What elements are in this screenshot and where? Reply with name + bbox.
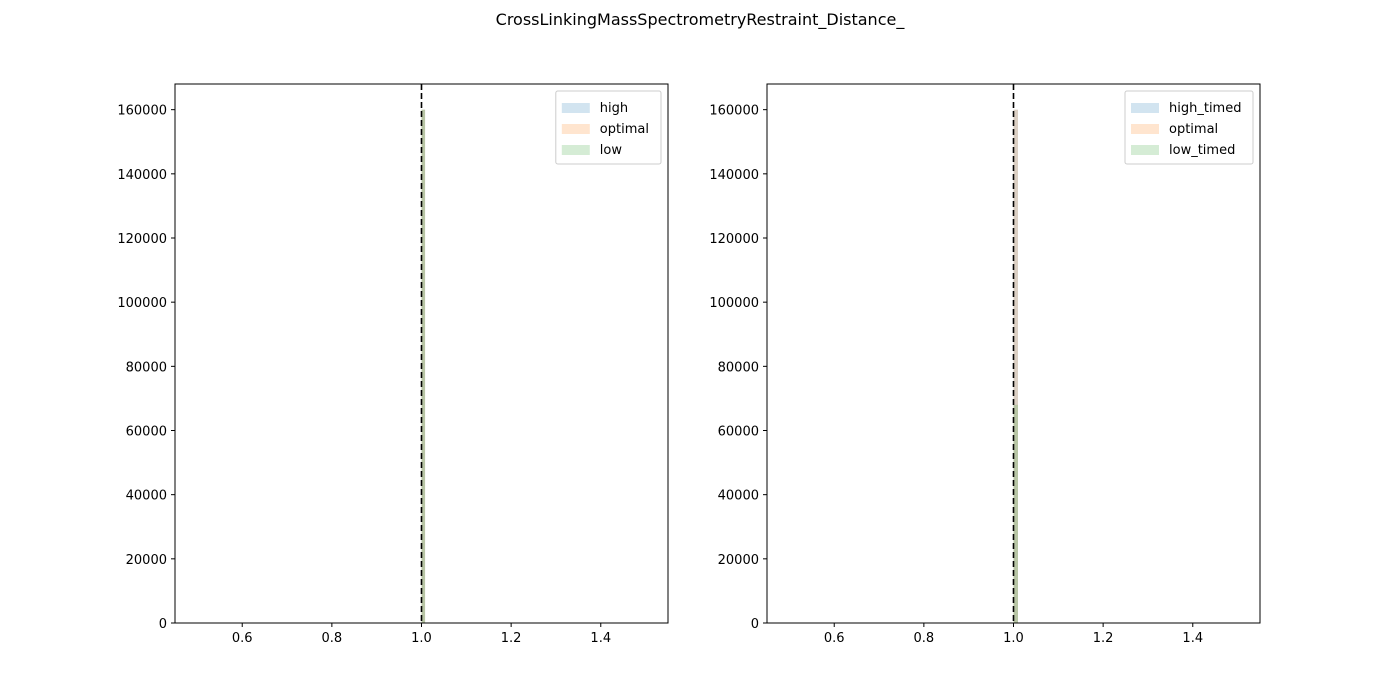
y-tick-label: 60000	[718, 425, 759, 440]
legend-box	[555, 90, 662, 165]
legend-label-optimal: optimal	[600, 122, 649, 137]
legend-label-optimal: optimal	[1169, 122, 1218, 137]
x-tick-label: 0.8	[322, 631, 343, 646]
legend-swatch-low_timed	[1131, 145, 1159, 155]
histogram-bar-low_timed	[1013, 404, 1018, 623]
x-tick-label: 0.8	[914, 631, 935, 646]
y-tick-label: 100000	[117, 296, 167, 311]
figure-title: CrossLinkingMassSpectrometryRestraint_Di…	[495, 10, 905, 29]
x-tick-label: 1.2	[1093, 631, 1114, 646]
y-tick-label: 100000	[709, 296, 759, 311]
x-tick-label: 1.4	[590, 631, 611, 646]
y-tick-label: 80000	[126, 360, 167, 375]
y-tick-label: 20000	[718, 553, 759, 568]
y-tick-label: 140000	[709, 168, 759, 183]
y-tick-label: 20000	[126, 553, 167, 568]
legend-swatch-high_timed	[1131, 103, 1159, 113]
y-tick-label: 40000	[718, 489, 759, 504]
x-tick-label: 1.2	[501, 631, 522, 646]
histogram-bar-high	[421, 109, 426, 623]
legend-swatch-low	[561, 145, 590, 155]
histogram-bar-low	[421, 109, 426, 623]
y-tick-label: 160000	[709, 104, 759, 119]
y-tick-label: 80000	[718, 360, 759, 375]
subplot-2: 0.6 0.8 1.0 1.2 1.4 0 20000 40000 60000 80000 1000…	[709, 83, 1261, 646]
legend-swatch-optimal	[1131, 124, 1159, 134]
x-tick-label: 0.6	[824, 631, 845, 646]
legend-label-high_timed: high_timed	[1169, 101, 1241, 116]
legend-box	[1124, 90, 1254, 165]
y-tick-label: 120000	[117, 232, 167, 247]
y-tick-label: 140000	[117, 168, 167, 183]
legend-label-low: low	[600, 143, 623, 158]
y-tick-label: 120000	[709, 232, 759, 247]
y-tick-label: 0	[159, 617, 167, 632]
legend-swatch-high	[561, 103, 590, 113]
x-tick-label: 1.0	[411, 631, 432, 646]
y-tick-label: 60000	[126, 425, 167, 440]
y-tick-label: 40000	[126, 489, 167, 504]
histogram-bar-high_timed	[1013, 109, 1018, 623]
x-tick-label: 0.6	[232, 631, 253, 646]
histogram-bar-optimal	[421, 109, 426, 623]
legend-swatch-optimal	[561, 124, 590, 134]
y-tick-label: 160000	[117, 104, 167, 119]
x-tick-label: 1.4	[1182, 631, 1203, 646]
y-tick-label: 0	[751, 617, 759, 632]
histogram-bar-optimal	[1013, 109, 1018, 623]
subplot-1: 0.6 0.8 1.0 1.2 1.4 0 20000 40000 60000 80000 1000…	[117, 83, 669, 646]
legend-label-low_timed: low_timed	[1169, 143, 1235, 158]
legend: high optimal low	[555, 90, 662, 165]
legend-label-high: high	[600, 101, 628, 116]
x-tick-label: 1.0	[1003, 631, 1024, 646]
